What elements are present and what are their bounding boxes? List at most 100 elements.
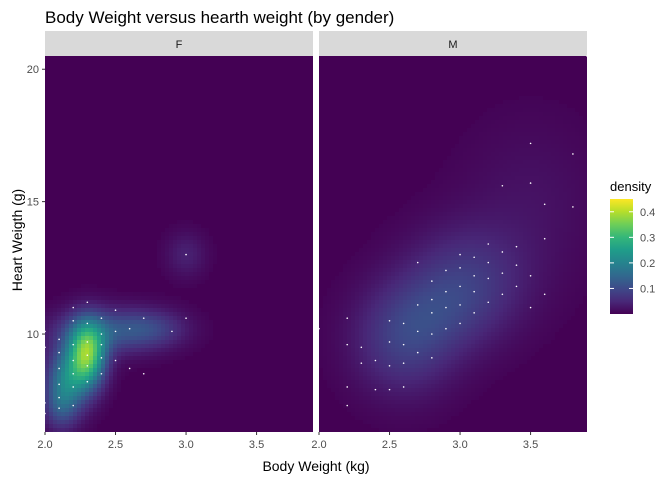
density-tile bbox=[583, 140, 587, 144]
density-tile bbox=[523, 96, 527, 100]
density-tile bbox=[375, 364, 379, 368]
density-tile bbox=[355, 392, 359, 396]
density-tile bbox=[447, 372, 451, 376]
density-tile bbox=[527, 132, 531, 136]
density-tile bbox=[391, 400, 395, 404]
density-tile bbox=[515, 160, 519, 164]
density-tile bbox=[575, 248, 579, 252]
density-tile bbox=[435, 304, 439, 308]
density-tile bbox=[491, 168, 495, 172]
density-tile bbox=[347, 368, 351, 372]
density-tile bbox=[339, 292, 343, 296]
density-raster bbox=[319, 96, 587, 432]
density-tile bbox=[583, 172, 587, 176]
density-tile bbox=[355, 408, 359, 412]
density-tile bbox=[323, 332, 327, 336]
density-tile bbox=[331, 312, 335, 316]
density-tile bbox=[447, 168, 451, 172]
density-tile bbox=[327, 324, 331, 328]
density-tile bbox=[65, 364, 69, 368]
density-tile bbox=[563, 232, 567, 236]
density-tile bbox=[487, 364, 491, 368]
density-tile bbox=[105, 360, 109, 364]
density-tile bbox=[455, 160, 459, 164]
density-tile bbox=[69, 328, 73, 332]
density-tile bbox=[69, 388, 73, 392]
density-tile bbox=[379, 400, 383, 404]
density-tile bbox=[427, 412, 431, 416]
density-tile bbox=[379, 276, 383, 280]
density-tile bbox=[487, 160, 491, 164]
density-tile bbox=[81, 324, 85, 328]
density-tile bbox=[209, 264, 213, 268]
density-tile bbox=[547, 224, 551, 228]
density-tile bbox=[379, 336, 383, 340]
density-tile bbox=[371, 396, 375, 400]
density-tile bbox=[61, 336, 65, 340]
density-tile bbox=[61, 348, 65, 352]
density-tile bbox=[507, 312, 511, 316]
density-tile bbox=[531, 260, 535, 264]
density-tile bbox=[89, 296, 93, 300]
density-tile bbox=[511, 368, 515, 372]
density-tile bbox=[475, 220, 479, 224]
density-tile bbox=[383, 224, 387, 228]
density-tile bbox=[355, 416, 359, 420]
density-tile bbox=[355, 356, 359, 360]
density-tile bbox=[133, 332, 137, 336]
density-tile bbox=[567, 212, 571, 216]
density-tile bbox=[49, 408, 53, 412]
density-tile bbox=[193, 340, 197, 344]
density-tile bbox=[157, 352, 161, 356]
density-tile bbox=[487, 188, 491, 192]
density-tile bbox=[447, 280, 451, 284]
density-tile bbox=[383, 240, 387, 244]
density-tile bbox=[583, 220, 587, 224]
density-tile bbox=[555, 280, 559, 284]
density-tile bbox=[507, 148, 511, 152]
density-tile bbox=[467, 272, 471, 276]
density-tile bbox=[531, 328, 535, 332]
density-tile bbox=[567, 240, 571, 244]
density-tile bbox=[423, 272, 427, 276]
density-tile bbox=[443, 328, 447, 332]
density-tile bbox=[531, 96, 535, 100]
density-tile bbox=[451, 224, 455, 228]
density-tile bbox=[89, 424, 93, 428]
density-tile bbox=[423, 228, 427, 232]
density-tile bbox=[331, 320, 335, 324]
density-tile bbox=[535, 156, 539, 160]
density-tile bbox=[463, 332, 467, 336]
density-tile bbox=[563, 188, 567, 192]
density-tile bbox=[535, 132, 539, 136]
density-tile bbox=[463, 140, 467, 144]
density-tile bbox=[499, 280, 503, 284]
density-tile bbox=[579, 240, 583, 244]
density-tile bbox=[467, 304, 471, 308]
density-tile bbox=[555, 216, 559, 220]
density-tile bbox=[559, 276, 563, 280]
density-tile bbox=[173, 228, 177, 232]
density-tile bbox=[531, 136, 535, 140]
density-tile bbox=[355, 324, 359, 328]
density-tile bbox=[487, 284, 491, 288]
density-tile bbox=[563, 260, 567, 264]
density-tile bbox=[427, 332, 431, 336]
density-tile bbox=[327, 316, 331, 320]
density-tile bbox=[451, 160, 455, 164]
density-tile bbox=[363, 256, 367, 260]
density-tile bbox=[567, 280, 571, 284]
density-tile bbox=[559, 224, 563, 228]
density-tile bbox=[467, 280, 471, 284]
density-tile bbox=[69, 384, 73, 388]
density-tile bbox=[495, 356, 499, 360]
density-tile bbox=[379, 240, 383, 244]
density-tile bbox=[363, 396, 367, 400]
density-tile bbox=[363, 328, 367, 332]
density-tile bbox=[531, 204, 535, 208]
density-tile bbox=[495, 120, 499, 124]
density-tile bbox=[435, 292, 439, 296]
density-tile bbox=[443, 280, 447, 284]
density-tile bbox=[69, 364, 73, 368]
density-tile bbox=[403, 252, 407, 256]
